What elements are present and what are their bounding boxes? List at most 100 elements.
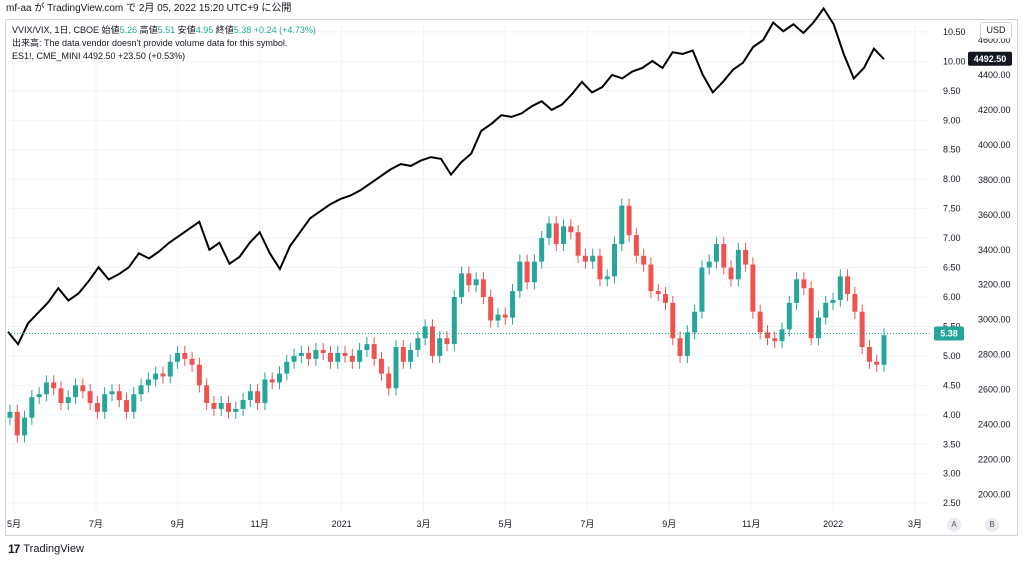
- time-tick: 9月: [662, 519, 676, 529]
- footer-brand[interactable]: 17 TradingView: [8, 542, 84, 556]
- right-scale-tick: 3600.00: [978, 210, 1011, 220]
- candle-body: [779, 329, 785, 342]
- currency-selector[interactable]: USD: [980, 22, 1012, 39]
- candle-body: [670, 302, 676, 339]
- candle-body: [94, 403, 100, 412]
- candle-body: [495, 314, 501, 321]
- candle-body: [291, 355, 297, 362]
- left-scale-tick: 4.50: [943, 380, 961, 390]
- candle-body: [539, 238, 545, 262]
- auto-scale-button[interactable]: A: [947, 518, 961, 532]
- candle-body: [393, 347, 399, 389]
- candle-body: [415, 338, 421, 350]
- candle-body: [677, 338, 683, 356]
- left-scale-tick: 9.50: [943, 86, 961, 96]
- last-price-tags: 5.38 4492.50: [8, 51, 1012, 341]
- time-tick: 7月: [580, 519, 594, 529]
- candle-body: [553, 223, 559, 244]
- candle-body: [641, 255, 647, 265]
- time-tick: 3月: [417, 519, 431, 529]
- candle-body: [320, 350, 326, 353]
- left-scale-tick: 3.00: [943, 469, 961, 479]
- candle-body: [612, 243, 618, 277]
- candle-body: [400, 347, 406, 362]
- candle-body: [582, 255, 588, 262]
- candle-body: [648, 264, 654, 292]
- chart-pane[interactable]: [5, 19, 1018, 536]
- left-scale-tick: 8.00: [943, 174, 961, 184]
- candle-body: [699, 267, 705, 312]
- overlay-legend[interactable]: ES1!, CME_MINI 4492.50 +23.50 (+0.53%): [12, 51, 186, 61]
- open-value: 5.26: [119, 25, 138, 35]
- candle-body: [80, 385, 86, 392]
- candle-body: [837, 276, 843, 300]
- candle-body: [510, 291, 516, 318]
- candle-body: [204, 385, 210, 404]
- candle-body: [167, 361, 173, 377]
- axis-settings-button[interactable]: B: [985, 518, 999, 532]
- time-tick: 5月: [7, 519, 21, 529]
- left-scale-tick: 2.50: [943, 498, 961, 508]
- candle-body: [735, 249, 741, 280]
- publish-header: mf-aa が TradingView.com で 2月 05, 2022 15…: [6, 3, 292, 14]
- right-scale-tick: 2000.00: [978, 490, 1011, 500]
- candle-body: [859, 311, 865, 348]
- es1-line: [7, 6, 885, 347]
- low-label: 安値: [177, 25, 196, 35]
- candle-body: [87, 391, 93, 404]
- overlay-price-text: 4492.50: [974, 54, 1007, 64]
- left-scale-tick: 7.50: [943, 204, 961, 214]
- candle-body: [7, 411, 13, 418]
- candle-body: [116, 391, 122, 401]
- time-tick: 2021: [332, 519, 352, 529]
- candle-body: [131, 394, 137, 412]
- left-scale-tick: 8.50: [943, 145, 961, 155]
- candle-body: [801, 279, 807, 289]
- candle-body: [36, 394, 42, 398]
- candle-body: [357, 350, 363, 362]
- candle-body: [313, 350, 319, 359]
- candle-body: [247, 391, 253, 401]
- current-price-text: 5.38: [940, 329, 958, 339]
- candle-body: [284, 361, 290, 374]
- candle-body: [881, 335, 887, 365]
- right-scale-tick: 3400.00: [978, 245, 1011, 255]
- candle-body: [502, 314, 508, 318]
- volume-note: 出来高: The data vendor doesn't provide vol…: [12, 38, 288, 48]
- candle-body: [182, 352, 188, 359]
- legend-main: VVIX/VIX, 1日, CBOE 始値5.26 高値5.51 安値4.95 …: [12, 24, 316, 37]
- left-scale-tick: 3.50: [943, 439, 961, 449]
- symbol-label[interactable]: VVIX/VIX, 1日, CBOE: [12, 25, 100, 35]
- candle-body: [663, 294, 668, 303]
- candle-body: [531, 261, 537, 283]
- candle-body: [444, 338, 450, 345]
- candle-body: [808, 288, 814, 339]
- candle-body: [721, 243, 727, 268]
- close-value: 5.38: [233, 25, 252, 35]
- candle-body: [466, 273, 472, 286]
- candle-body: [728, 267, 734, 280]
- right-scale-tick: 2200.00: [978, 455, 1011, 465]
- candle-body: [786, 302, 792, 330]
- candle-body: [276, 373, 282, 383]
- candle-body: [764, 332, 770, 339]
- right-scale-tick: 4200.00: [978, 105, 1011, 115]
- candle-body: [153, 373, 159, 380]
- change-value: +0.24 (+4.73%): [253, 25, 316, 35]
- legend: VVIX/VIX, 1日, CBOE 始値5.26 高値5.51 安値4.95 …: [12, 24, 316, 63]
- time-tick: 9月: [171, 519, 185, 529]
- candle-body: [626, 205, 632, 236]
- candle-body: [102, 394, 108, 412]
- candle-body: [342, 352, 348, 356]
- candle-body: [488, 296, 494, 321]
- candle-body: [429, 326, 435, 356]
- candle-body: [211, 403, 217, 409]
- candle-body: [298, 352, 304, 356]
- left-scale-tick: 6.00: [943, 292, 961, 302]
- left-scale-tick: 6.50: [943, 263, 961, 273]
- candle-body: [575, 232, 581, 256]
- open-label: 始値: [101, 25, 120, 35]
- candle-body: [604, 276, 610, 280]
- right-scale-tick: 3200.00: [978, 280, 1011, 290]
